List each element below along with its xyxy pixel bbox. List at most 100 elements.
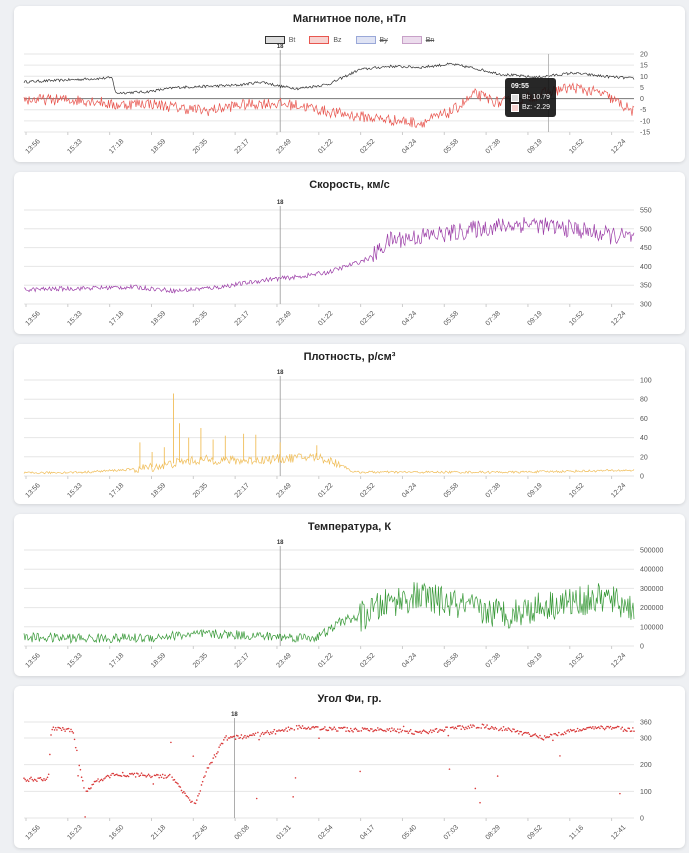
temperature-chart: 500000 400000 300000 200000 100000 0 13:56 15:3… [23, 540, 663, 669]
phi-data-point [329, 727, 332, 729]
phi-data-point [130, 773, 132, 775]
phi-data-point [272, 730, 274, 733]
phi-data-point [599, 727, 601, 730]
phi-data-point [358, 730, 360, 732]
phi-data-point [103, 778, 105, 780]
chart-title: Плотность, р/см³ [303, 351, 396, 363]
tooltip-value: Bt: 10.79 [522, 94, 551, 101]
y-tick-label: -15 [640, 130, 650, 137]
x-tick-label: 02:52 [359, 482, 376, 499]
x-tick-label: 05:58 [443, 482, 460, 499]
phi-data-point [335, 730, 338, 732]
phi-data-point [540, 737, 542, 740]
phi-data-point [428, 730, 431, 733]
phi-data-point [505, 728, 507, 730]
phi-data-point [563, 731, 566, 733]
legend-item-bz[interactable]: Bz [309, 36, 342, 44]
phi-data-point [224, 736, 226, 739]
phi-data-point [388, 727, 391, 730]
phi-data-point [595, 727, 598, 730]
phi-data-point [72, 732, 75, 734]
phi-data-point [253, 734, 256, 736]
y-tick-label: 350 [640, 283, 652, 290]
phi-data-point [237, 735, 239, 737]
phi-data-point [587, 726, 589, 729]
phi-data-point [453, 727, 455, 730]
phi-data-point [242, 736, 245, 738]
phi-data-point [545, 736, 547, 739]
phi-data-point [441, 729, 444, 731]
legend-label: By [379, 36, 388, 44]
phi-data-point [94, 780, 97, 783]
phi-data-point [61, 726, 64, 729]
phi-data-point [97, 778, 99, 780]
x-tick-label: 04:17 [359, 824, 376, 841]
phi-data-point [325, 729, 327, 731]
phi-data-point [40, 778, 43, 781]
phi-data-point [271, 732, 273, 735]
phi-data-point [54, 726, 57, 729]
phi-data-point [602, 727, 605, 730]
phi-data-point [198, 792, 200, 795]
phi-data-point [261, 731, 264, 734]
legend-label: Bt [288, 36, 296, 44]
legend-item-bn[interactable]: Bn [401, 36, 434, 44]
phi-data-point [624, 729, 627, 732]
x-tick-label: 13:56 [24, 482, 41, 499]
phi-data-point [179, 786, 182, 788]
phi-data-point [448, 768, 451, 770]
phi-data-point [621, 726, 624, 729]
x-tick-label: 01:22 [317, 310, 334, 327]
phi-data-point [147, 773, 150, 776]
phi-data-point [609, 725, 612, 728]
phi-data-point [278, 729, 280, 731]
phi-data-point [399, 728, 401, 730]
x-tick-label: 13:56 [24, 652, 41, 669]
x-tick-label: 15:33 [66, 310, 83, 327]
phi-data-point [594, 726, 597, 728]
phi-data-point [480, 727, 483, 729]
phi-data-point [167, 774, 170, 777]
phi-data-point [153, 774, 156, 777]
phi-data-point [481, 723, 484, 726]
phi-data-point [171, 776, 173, 778]
phi-data-point [610, 728, 613, 730]
phi-data-point [421, 730, 424, 733]
phi-data-point [170, 741, 172, 744]
phi-data-point [25, 780, 28, 782]
phi-data-point [186, 795, 189, 798]
phi-data-point [85, 790, 88, 792]
legend-item-by[interactable]: By [355, 36, 388, 44]
phi-data-point [194, 802, 197, 805]
x-tick-label: 12:24 [610, 652, 627, 669]
x-tick-label: 01:22 [317, 482, 334, 499]
phi-data-point [42, 779, 44, 782]
phi-data-point [80, 776, 83, 779]
chart-title: Скорость, км/с [309, 179, 390, 191]
legend-item-bt[interactable]: Bt [264, 36, 296, 44]
x-tick-label: 01:31 [275, 824, 292, 841]
x-tick-label: 22:17 [234, 310, 251, 327]
phi-data-point [527, 731, 530, 734]
phi-data-point [474, 787, 477, 790]
phi-data-point [400, 730, 403, 733]
phi-data-point [566, 730, 568, 732]
x-tick-label: 18:59 [150, 138, 167, 155]
x-tick-label: 11:16 [568, 824, 585, 841]
phi-data-point [346, 727, 349, 729]
phi-data-point [312, 725, 314, 728]
phi-data-point [254, 732, 257, 735]
phi-data-point [619, 792, 621, 795]
phi-data-point [314, 726, 317, 728]
phi-data-point [255, 797, 258, 800]
x-tick-label: 08:29 [485, 824, 502, 841]
phi-data-point [120, 775, 123, 777]
phi-data-point [151, 775, 153, 778]
y-tick-label: 10 [640, 74, 648, 81]
phi-data-point [567, 729, 569, 731]
x-tick-label: 20:35 [192, 138, 209, 155]
phi-data-point [435, 727, 438, 730]
phi-data-point [185, 794, 187, 797]
x-tick-label: 05:40 [401, 824, 418, 841]
phi-data-point [476, 726, 479, 729]
